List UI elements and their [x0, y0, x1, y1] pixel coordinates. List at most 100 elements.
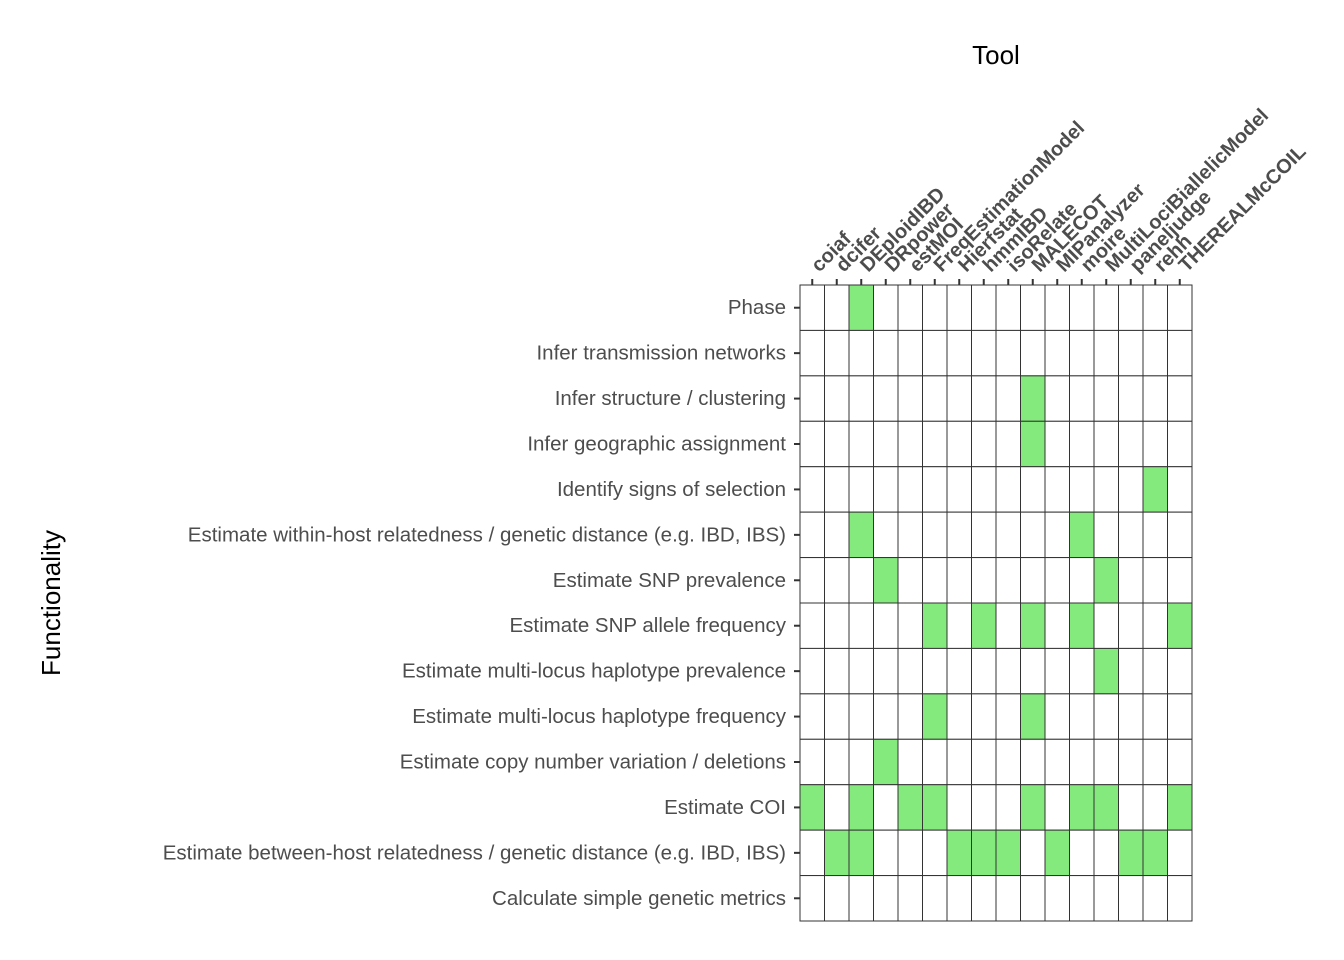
heatmap-cell: [1069, 284, 1095, 331]
heatmap-cell: [922, 420, 948, 468]
heatmap-cell: [1167, 375, 1193, 422]
heatmap-cell: [897, 466, 923, 513]
heatmap-cell: [824, 647, 850, 695]
heatmap-cell: [971, 557, 997, 604]
heatmap-cell: [824, 511, 850, 559]
heatmap-cell: [848, 420, 874, 468]
row-label: Infer transmission networks: [536, 342, 786, 365]
heatmap-cell: [971, 466, 997, 513]
heatmap-cell: [1093, 875, 1119, 922]
heatmap-cell: [824, 375, 850, 422]
heatmap-cell: [824, 557, 850, 604]
heatmap-cell: [873, 511, 899, 559]
heatmap-cell: [1142, 511, 1168, 559]
heatmap-cell: [1142, 602, 1168, 649]
heatmap-cell: [824, 875, 850, 922]
heatmap-cell: [922, 647, 948, 695]
heatmap-cell: [1020, 375, 1046, 422]
heatmap-cell: [922, 284, 948, 331]
heatmap-cell: [873, 284, 899, 331]
heatmap-cell: [1118, 693, 1144, 740]
heatmap-cell: [1093, 647, 1119, 695]
row-label: Identify signs of selection: [557, 478, 786, 501]
x-axis-title: Tool: [972, 40, 1020, 70]
heatmap-cell: [1142, 784, 1168, 831]
heatmap-cell: [873, 875, 899, 922]
heatmap-cell: [1044, 647, 1070, 695]
heatmap-cell: [848, 557, 874, 604]
heatmap-cell: [995, 466, 1021, 513]
heatmap-cell: [1069, 420, 1095, 468]
heatmap-cell: [1069, 511, 1095, 559]
heatmap-cell: [922, 875, 948, 922]
heatmap-cell: [873, 466, 899, 513]
row-label: Estimate multi-locus haplotype prevalenc…: [402, 660, 786, 683]
heatmap-cell: [1020, 875, 1046, 922]
heatmap-cell: [946, 420, 972, 468]
heatmap-cell: [1142, 647, 1168, 695]
heatmap-cell: [995, 738, 1021, 786]
heatmap-cell: [922, 329, 948, 377]
heatmap-cell: [1020, 784, 1046, 831]
heatmap-cell: [873, 420, 899, 468]
heatmap-cell: [897, 738, 923, 786]
heatmap-cell: [1069, 784, 1095, 831]
heatmap-cell: [824, 284, 850, 331]
heatmap-cell: [1020, 693, 1046, 740]
row-label: Phase: [728, 296, 786, 319]
heatmap-cell: [946, 738, 972, 786]
heatmap-cell: [1167, 875, 1193, 922]
heatmap-cell: [1118, 284, 1144, 331]
heatmap-cell: [824, 602, 850, 649]
heatmap-cell: [848, 602, 874, 649]
heatmap-cell: [971, 420, 997, 468]
heatmap-cell: [799, 647, 825, 695]
heatmap-cell: [1093, 329, 1119, 377]
heatmap-cell: [995, 329, 1021, 377]
heatmap-cell: [971, 602, 997, 649]
heatmap-cell: [1020, 829, 1046, 877]
heatmap-cell: [1020, 329, 1046, 377]
heatmap-cell: [1167, 420, 1193, 468]
heatmap-cell: [1167, 602, 1193, 649]
heatmap-cell: [1044, 284, 1070, 331]
heatmap-cell: [799, 738, 825, 786]
y-axis-title: Functionality: [36, 530, 66, 676]
heatmap-cell: [1118, 557, 1144, 604]
heatmap-cell: [1093, 693, 1119, 740]
heatmap-cell: [848, 829, 874, 877]
heatmap-cell: [848, 693, 874, 740]
heatmap-cell: [1093, 784, 1119, 831]
heatmap-cell: [946, 375, 972, 422]
heatmap-cell: [1044, 738, 1070, 786]
heatmap-cell: [1020, 511, 1046, 559]
heatmap-cell: [897, 284, 923, 331]
heatmap-cell: [922, 693, 948, 740]
heatmap-cell: [971, 647, 997, 695]
heatmap-cell: [995, 829, 1021, 877]
heatmap-cell: [1142, 829, 1168, 877]
heatmap-cell: [824, 329, 850, 377]
heatmap-cell: [1118, 511, 1144, 559]
heatmap-cell: [971, 784, 997, 831]
heatmap-cell: [1044, 602, 1070, 649]
heatmap-cell: [799, 466, 825, 513]
heatmap-cell: [799, 784, 825, 831]
heatmap-cell: [946, 829, 972, 877]
heatmap-cell: [995, 511, 1021, 559]
heatmap-cell: [1167, 829, 1193, 877]
heatmap-cell: [1142, 875, 1168, 922]
heatmap-cell: [1020, 557, 1046, 604]
heatmap-cell: [897, 647, 923, 695]
heatmap-cell: [922, 511, 948, 559]
heatmap-cell: [873, 329, 899, 377]
heatmap-cell: [971, 284, 997, 331]
heatmap-cell: [922, 466, 948, 513]
heatmap-cell: [824, 738, 850, 786]
row-label: Estimate within-host relatedness / genet…: [188, 523, 786, 546]
heatmap-cells: [799, 284, 1193, 922]
row-label: Estimate SNP allele frequency: [509, 614, 786, 637]
heatmap-cell: [995, 420, 1021, 468]
heatmap-cell: [922, 602, 948, 649]
heatmap-cell: [922, 829, 948, 877]
